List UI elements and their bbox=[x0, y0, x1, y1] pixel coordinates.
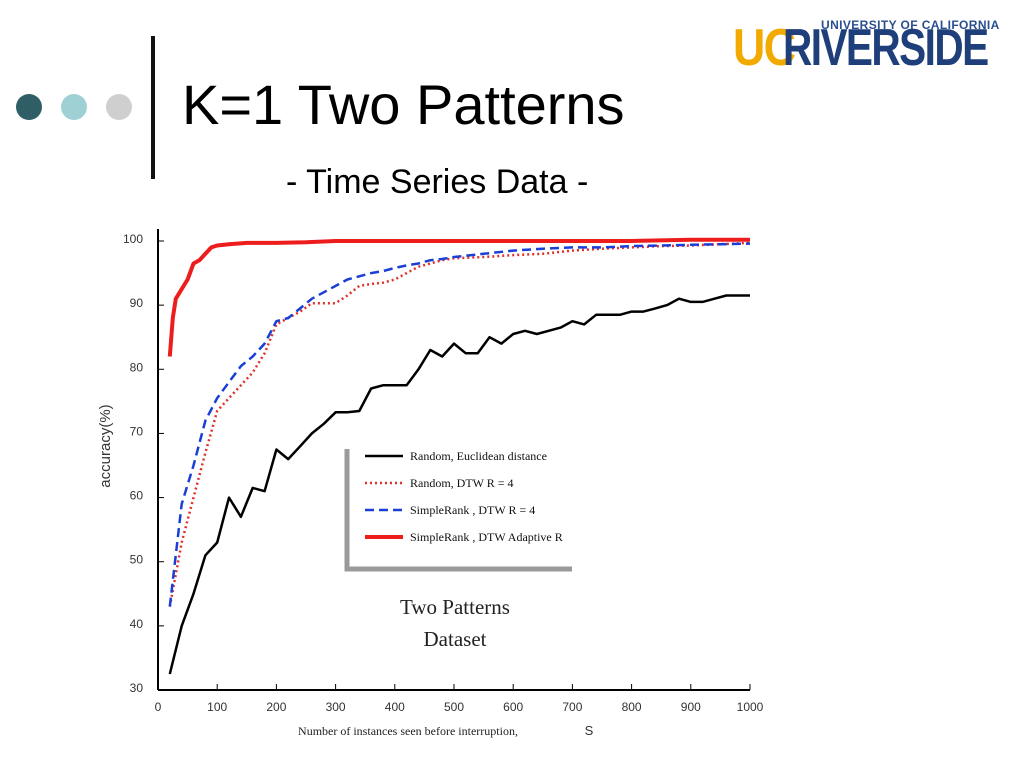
legend-label-4: SimpleRank , DTW Adaptive R bbox=[410, 530, 563, 544]
y-tick-label: 80 bbox=[130, 360, 144, 374]
x-tick-label: 0 bbox=[155, 700, 162, 714]
dot-grey bbox=[106, 94, 132, 120]
dot-teal bbox=[61, 94, 87, 120]
x-tick-label: 500 bbox=[444, 700, 464, 714]
x-axis-label: Number of instances seen before interrup… bbox=[298, 724, 518, 738]
y-tick-label: 70 bbox=[130, 424, 144, 438]
legend-label-3: SimpleRank , DTW R = 4 bbox=[410, 503, 535, 517]
x-tick-label: 1000 bbox=[737, 700, 764, 714]
y-tick-label: 40 bbox=[130, 617, 144, 631]
x-tick-label: 800 bbox=[622, 700, 642, 714]
y-tick-label: 30 bbox=[130, 681, 144, 695]
legend-label-2: Random, DTW R = 4 bbox=[410, 476, 514, 490]
x-tick-label: 100 bbox=[207, 700, 227, 714]
x-tick-label: 300 bbox=[326, 700, 346, 714]
annotation-line-2: Dataset bbox=[424, 627, 487, 651]
chart-series bbox=[167, 237, 751, 675]
series-line-1 bbox=[168, 294, 750, 675]
dot-dark bbox=[16, 94, 42, 120]
legend-frame bbox=[344, 449, 572, 572]
y-tick-label: 50 bbox=[130, 553, 144, 567]
legend-label-1: Random, Euclidean distance bbox=[410, 449, 547, 463]
uc-riverside-logo: UNIVERSITY OF CALIFORNIA UC RIVERSIDE bbox=[733, 16, 1008, 78]
y-tick-label: 60 bbox=[130, 489, 144, 503]
x-tick-label: 700 bbox=[562, 700, 582, 714]
y-tick-label: 90 bbox=[130, 296, 144, 310]
series-line-2 bbox=[168, 241, 751, 607]
y-tick-label: 100 bbox=[123, 232, 143, 246]
annotation-line-1: Two Patterns bbox=[400, 595, 510, 619]
series-line-3 bbox=[168, 242, 751, 607]
logo-university-text: UNIVERSITY OF CALIFORNIA bbox=[821, 18, 1000, 32]
x-axis-label-symbol: S bbox=[585, 723, 594, 738]
logo-riverside-text: RIVERSIDE bbox=[783, 19, 989, 77]
x-tick-label: 200 bbox=[266, 700, 286, 714]
x-tick-label: 900 bbox=[681, 700, 701, 714]
x-tick-label: 400 bbox=[385, 700, 405, 714]
logo-uc-text: UC bbox=[733, 19, 796, 77]
series-line-4 bbox=[167, 237, 750, 357]
slide-title: K=1 Two Patterns bbox=[182, 73, 625, 136]
y-axis-label: accuracy(%) bbox=[97, 404, 114, 487]
chart-legend: Random, Euclidean distance Random, DTW R … bbox=[343, 447, 576, 573]
slide-subtitle: - Time Series Data - bbox=[286, 163, 589, 201]
title-divider-bar bbox=[151, 36, 155, 179]
x-tick-label: 600 bbox=[503, 700, 523, 714]
